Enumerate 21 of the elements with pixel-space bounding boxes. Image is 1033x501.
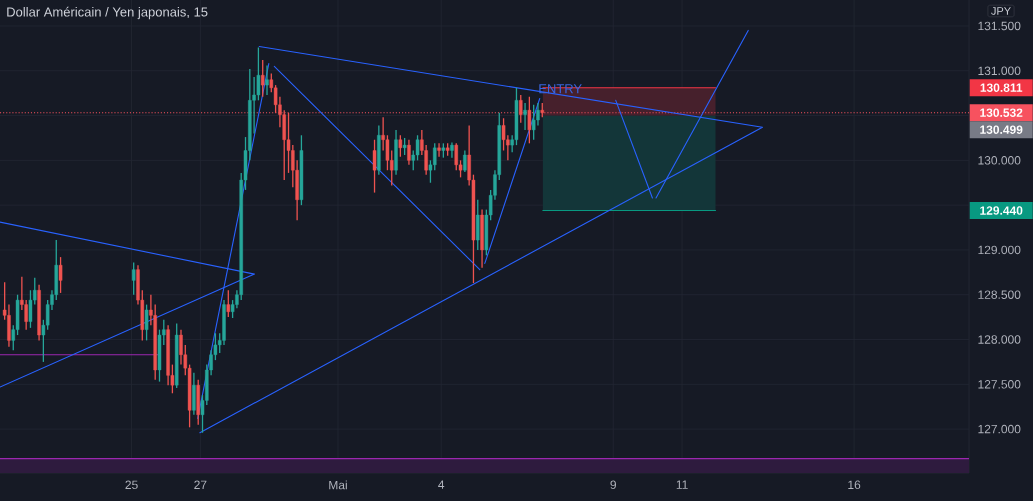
chart-title: Dollar Américain / Yen japonais, 15 (7, 6, 208, 20)
y-tick-label: 131.000 (978, 66, 1021, 76)
y-tick-label: 127.000 (978, 424, 1021, 434)
text: 130.499 (980, 125, 1023, 134)
x-tick-label: 4 (438, 480, 445, 489)
ref-line-label: 130.532 (980, 108, 1023, 117)
x-tick-label: 16 (848, 480, 861, 490)
x-tick-label: Mai (329, 480, 347, 490)
y-axis-title: JPY (991, 7, 1011, 15)
x-tick-label: 9 (610, 480, 617, 490)
x-tick-label: 11 (676, 480, 688, 489)
y-tick-label: 129.000 (978, 245, 1021, 255)
text: 129.440 (980, 206, 1023, 215)
y-tick-label: 128.000 (978, 335, 1021, 344)
x-tick-label: 25 (125, 480, 138, 490)
y-tick-label: 131.500 (978, 21, 1021, 31)
y-tick-label: 127.500 (978, 380, 1021, 389)
y-tick-label: 130.000 (978, 156, 1021, 165)
text: 130.811 (980, 83, 1023, 92)
y-tick-label: 128.500 (978, 290, 1021, 299)
x-tick-label: 27 (194, 480, 207, 489)
